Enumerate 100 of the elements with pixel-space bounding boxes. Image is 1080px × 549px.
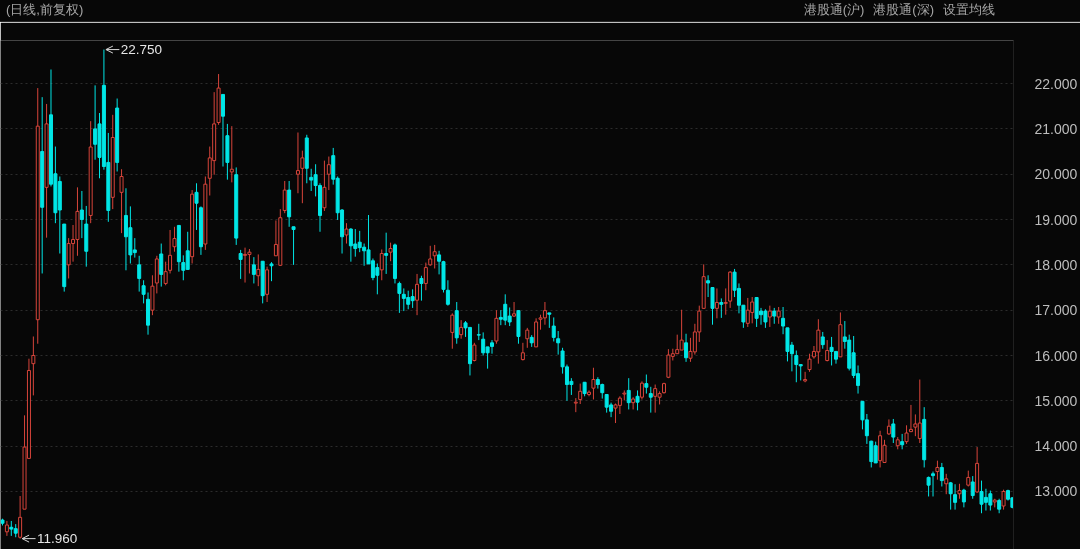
annotation: 11.960	[36, 531, 78, 547]
candlestick	[181, 254, 186, 281]
candlestick	[904, 424, 909, 445]
candlestick	[891, 418, 896, 444]
y-tick-label: 21.000	[1034, 120, 1078, 137]
candlestick	[979, 480, 984, 514]
candlestick	[767, 305, 772, 328]
candlestick	[829, 336, 834, 366]
candlestick	[639, 380, 644, 400]
candlestick	[397, 281, 402, 314]
candlestick	[251, 256, 256, 284]
candlestick	[344, 222, 349, 245]
candlestick	[807, 353, 812, 373]
candlestick	[803, 371, 808, 383]
candlestick	[432, 244, 437, 269]
candlestick	[551, 316, 556, 342]
candlestick	[137, 255, 142, 293]
candlestick	[1001, 489, 1006, 511]
y-tick-label: 22.000	[1034, 75, 1078, 92]
candlestick	[481, 331, 486, 357]
candlestick	[714, 287, 719, 319]
candlestick	[353, 228, 358, 258]
candlestick	[401, 287, 406, 312]
candlestick	[379, 248, 384, 281]
text: 港股通(沪)	[803, 2, 865, 18]
candlestick	[322, 160, 327, 212]
candlestick	[970, 475, 975, 500]
candlestick	[459, 319, 464, 340]
candlestick	[604, 393, 609, 414]
candlestick	[525, 327, 530, 349]
chart-subtitle: (日线,前复权)	[6, 1, 84, 20]
candlestick	[617, 395, 622, 415]
y-tick-label: 15.000	[1034, 392, 1078, 409]
y-tick-label: 14.000	[1034, 438, 1078, 455]
y-tick-label: 17.000	[1034, 302, 1078, 319]
candlestick	[626, 377, 631, 410]
candlestick	[229, 125, 234, 183]
candlestick	[375, 263, 380, 295]
text: 设置均线	[943, 2, 995, 18]
candlestick	[816, 318, 821, 365]
y-tick-label: 19.000	[1034, 211, 1078, 228]
candlestick	[194, 182, 199, 231]
candlestick	[119, 168, 124, 234]
y-tick-label: 16.000	[1034, 347, 1078, 364]
candlestick	[512, 301, 517, 318]
candlestick	[763, 308, 768, 329]
candlestick	[750, 296, 755, 324]
candlestick	[494, 309, 499, 345]
candlestick	[450, 312, 455, 350]
annotation: 22.750	[120, 42, 162, 58]
candlestick	[419, 275, 424, 302]
candlestick	[635, 389, 640, 411]
candlestick	[384, 232, 389, 275]
candlestick	[631, 396, 636, 410]
candlestick	[243, 247, 248, 284]
candlestick	[745, 297, 750, 328]
candlestick	[503, 293, 508, 326]
candlestick	[185, 231, 190, 271]
candlestick	[939, 462, 944, 487]
candlestick	[935, 460, 940, 481]
candlestick	[362, 243, 367, 267]
candlestick	[587, 389, 592, 397]
candlestick	[291, 226, 296, 266]
candlestick	[31, 335, 36, 396]
candlestick	[410, 288, 415, 309]
candlestick	[719, 297, 724, 319]
candlestick	[542, 301, 547, 326]
candlestick	[873, 441, 878, 464]
candlestick	[988, 490, 993, 512]
y-tick-label: 13.000	[1034, 483, 1078, 500]
text: 港股通(深)	[873, 2, 934, 18]
candlestick	[948, 481, 953, 511]
candlestick	[591, 367, 596, 400]
candlestick	[754, 296, 759, 328]
candlestick	[886, 418, 891, 436]
candlestick	[269, 261, 274, 282]
candlestick	[309, 168, 314, 192]
candlestick	[679, 309, 684, 351]
candlestick	[256, 253, 261, 287]
candlestick	[644, 374, 649, 395]
candlestick	[282, 180, 287, 214]
candlestick	[388, 242, 393, 262]
candlestick	[944, 473, 949, 495]
y-tick-label: 20.000	[1034, 166, 1078, 183]
candlestick	[159, 243, 164, 288]
candlestick	[238, 249, 243, 280]
candlestick	[406, 290, 411, 310]
candlestick	[917, 379, 922, 444]
candlestick	[520, 342, 525, 361]
candlestick	[723, 287, 728, 316]
y-tick-label: 18.000	[1034, 256, 1078, 273]
candlestick	[578, 383, 583, 405]
candlestick	[983, 488, 988, 512]
candlestick	[666, 348, 671, 379]
candlestick	[648, 386, 653, 414]
candlestick	[423, 262, 428, 291]
candlestick	[675, 334, 680, 355]
candlestick	[900, 433, 905, 450]
candlestick	[348, 227, 353, 263]
candlestick	[653, 384, 658, 414]
